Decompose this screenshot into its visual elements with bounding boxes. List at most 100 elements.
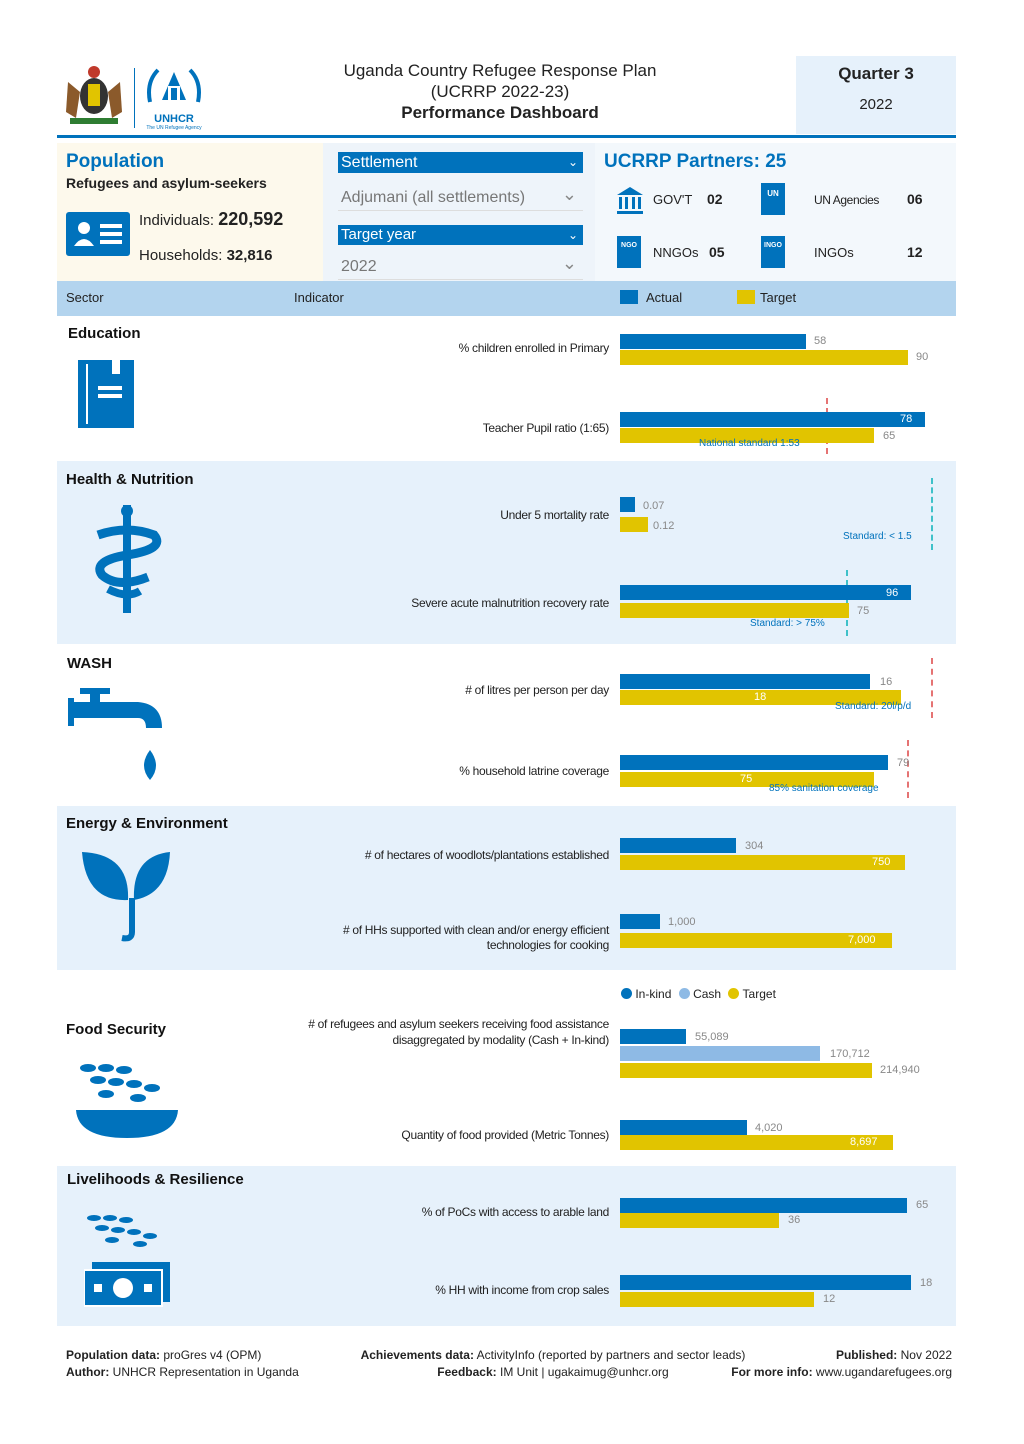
title-line-3: Performance Dashboard [401,103,599,122]
report-title: Uganda Country Refugee Response Plan (UC… [300,60,700,123]
standard-label: Standard: > 75% [750,618,825,629]
value-label: 18 [754,691,767,703]
value-label: 75 [740,773,753,785]
legend-cash-label: Cash [693,987,722,1001]
indicator-label-line1: # of refugees and asylum seekers receivi… [308,1017,609,1031]
value-label: 65 [916,1199,929,1211]
standard-line [931,478,933,550]
quarter-label: Quarter 3 [838,64,914,83]
ingo-label: INGOs [814,245,854,260]
quarter-year: 2022 [859,96,893,113]
value-label: 75 [857,605,870,617]
legend-inkind-dot [621,988,632,999]
government-icon [615,185,645,220]
bar-health-ind1-actual [620,497,635,512]
legend-inkind-label: In-kind [635,987,672,1001]
indicator-label-line2: disaggregated by modality (Cash + In-kin… [392,1033,609,1047]
nngo-label: NNGOs [653,245,699,260]
quarter-box: Quarter 3 2022 [796,56,956,134]
households-row: Households: 32,816 [139,247,272,264]
footer-feedback-label: Feedback: [437,1365,497,1379]
header-rule [57,135,956,138]
nngo-value: 05 [709,244,725,260]
table-header: Sector Indicator Actual Target [57,281,956,316]
legend-target-swatch [737,290,755,304]
bar-wash-ind1-actual [620,674,870,689]
sector-column-header: Sector [66,290,104,305]
indicator-label: Quantity of food provided (Metric Tonnes… [401,1128,609,1142]
education-title: Education [68,325,141,342]
bar-education-ind1-target [620,350,908,365]
livelihoods-section [57,1166,956,1326]
indicator-label: # of HHs supported with clean and/or ene… [343,923,609,953]
standard-label: National standard 1:53 [699,438,800,449]
bar-food-ind1-inkind [620,1029,686,1044]
indicator-label: # of litres per person per day [465,683,609,697]
indicator-label: Severe acute malnutrition recovery rate [411,596,609,610]
bar-wash-ind2-target [620,772,874,787]
value-label: 0.07 [643,500,665,512]
value-label: 90 [916,351,929,363]
settlement-select[interactable]: Adjumani (all settlements) ⌄ [338,184,583,211]
value-label: 12 [823,1293,836,1305]
footer-more-link[interactable]: www.ugandarefugees.org [815,1365,952,1379]
bar-wash-ind2-actual [620,755,888,770]
chevron-down-icon: ⌄ [561,253,577,273]
standard-label: Standard: 20l/p/d [835,701,912,712]
value-label: 78 [900,413,913,425]
footer-author-value: UNHCR Representation in Uganda [112,1365,299,1379]
individuals-row: Individuals: 220,592 [139,209,283,230]
population-heading: Population [66,151,165,172]
footer-ach-value: ActivityInfo (reported by partners and s… [476,1348,746,1362]
ngo-building-icon: NGO [617,236,641,268]
value-label: 4,020 [755,1122,783,1134]
value-label: 304 [745,840,764,852]
value-label: 36 [788,1214,801,1226]
footer-ach-label: Achievements data: [360,1348,474,1362]
indicator-label: # of refugees and asylum seekers receivi… [308,1016,609,1048]
livelihoods-title: Livelihoods & Resilience [67,1171,244,1188]
population-subheading: Refugees and asylum-seekers [66,175,267,191]
footer-more-label: For more info: [731,1365,813,1379]
un-label: UN Agencies [814,193,879,207]
value-label: 58 [814,335,827,347]
households-value: 32,816 [226,247,273,264]
footer-pop-value: proGres v4 (OPM) [163,1348,262,1362]
ingo-value: 12 [907,244,923,260]
standard-label: 85% sanitation coverage [769,783,879,794]
unhcr-logo-text: UNHCR [154,113,194,125]
value-label: 214,940 [880,1064,920,1076]
bar-food-ind1-cash [620,1046,820,1061]
legend-target-label: Target [742,987,776,1001]
unhcr-logo-sub: The UN Refugee Agency [146,125,202,131]
settlement-label: Settlement ⌄ [338,152,583,173]
legend-cash-dot [678,988,690,999]
standard-label: Standard: < 1.5 [843,531,912,542]
water-tap-icon [68,688,164,789]
food-legend: In-kind Cash Target [621,987,776,1001]
bar-energy-ind2-target [620,933,892,948]
bar-health-ind2-target [620,603,849,618]
indicator-label: % household latrine coverage [459,764,609,778]
indicator-label: Teacher Pupil ratio (1:65) [482,421,610,435]
bar-livelihoods-ind1-target [620,1213,779,1228]
footer-pub-label: Published: [835,1348,898,1362]
unhcr-logo: UNHCR The UN Refugee Agency [142,62,206,131]
value-label: 55,089 [695,1031,729,1043]
legend-target-dot [728,988,740,999]
value-label: 96 [886,587,899,599]
bar-energy-ind1-actual [620,838,736,853]
govt-value: 02 [707,191,723,207]
cash-and-grain-icon [83,1212,172,1313]
ingo-building-icon: INGO [761,236,785,268]
bar-food-ind1-target [620,1063,872,1078]
target-year-select[interactable]: 2022 ⌄ [338,253,583,280]
id-card-icon [66,212,130,256]
bar-food-ind2-target [620,1135,893,1150]
medical-staff-icon [88,505,166,620]
bar-livelihoods-ind1-actual [620,1198,907,1213]
value-label: 18 [920,1277,933,1289]
value-label: 170,712 [830,1048,870,1060]
footer-feedback-value[interactable]: IM Unit | ugakaimug@unhcr.org [499,1365,669,1379]
bar-health-ind2-actual [620,585,911,600]
